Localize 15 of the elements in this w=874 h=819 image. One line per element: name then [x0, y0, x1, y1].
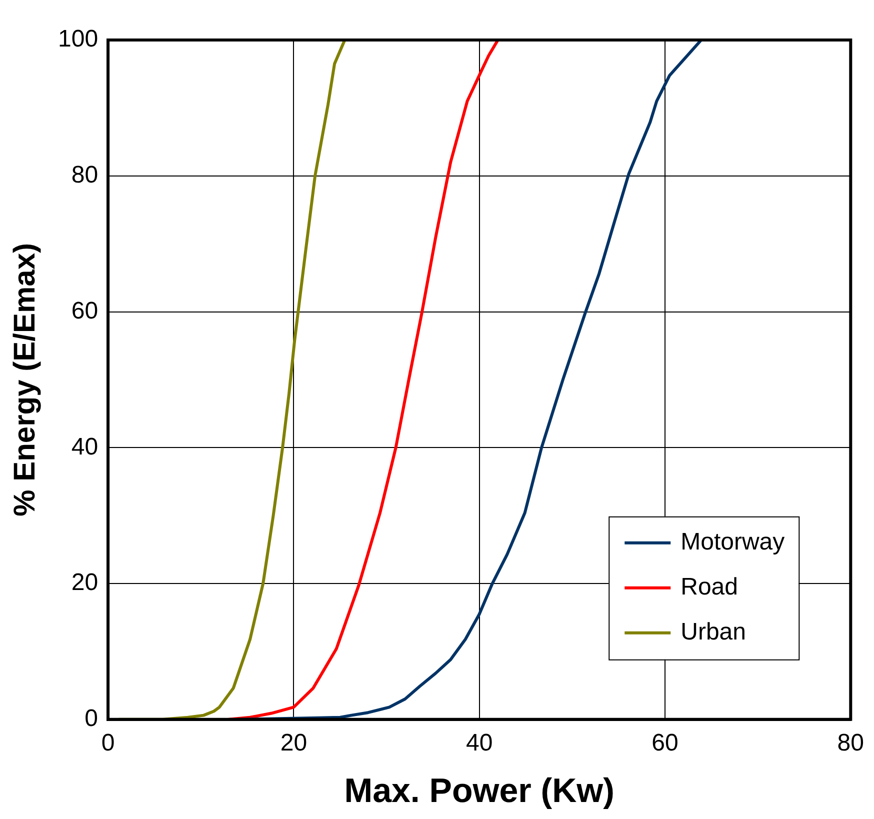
y-tick-label: 100 [58, 26, 98, 53]
x-axis-title: Max. Power (Kw) [344, 772, 614, 810]
y-axis-title: % Energy (E/Emax) [8, 242, 42, 516]
y-tick-label: 0 [84, 705, 98, 732]
x-tick-label: 40 [466, 729, 493, 756]
y-tick-label: 40 [71, 433, 98, 460]
legend-label: Motorway [680, 528, 785, 556]
y-tick-label: 20 [71, 569, 98, 596]
legend-label: Road [680, 574, 738, 601]
x-tick-label: 80 [837, 729, 864, 756]
x-tick-label: 20 [280, 729, 308, 756]
x-tick-label: 60 [652, 729, 678, 756]
legend-label: Urban [680, 618, 746, 646]
y-tick-label: 80 [71, 162, 98, 189]
y-tick-label: 60 [71, 297, 98, 324]
